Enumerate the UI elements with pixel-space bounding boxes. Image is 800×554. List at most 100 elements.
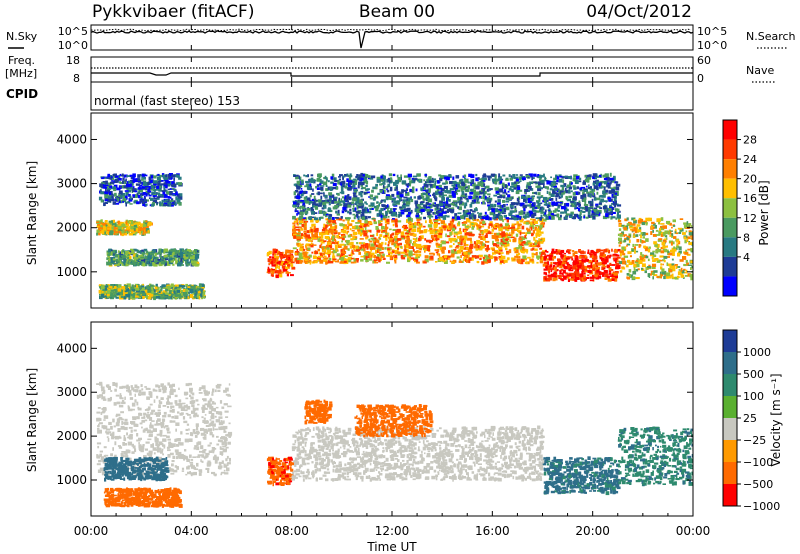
heatmap-cell bbox=[555, 176, 560, 180]
heatmap-cell bbox=[373, 219, 376, 224]
heatmap-cell bbox=[436, 210, 440, 214]
heatmap-cell bbox=[393, 243, 396, 247]
heatmap-cell bbox=[393, 254, 398, 258]
heatmap-cell bbox=[432, 212, 436, 215]
heatmap-cell bbox=[364, 219, 368, 224]
heatmap-cell bbox=[426, 189, 428, 194]
heatmap-cell bbox=[460, 241, 463, 246]
heatmap-cell bbox=[126, 283, 131, 287]
heatmap-cell bbox=[138, 296, 141, 299]
heatmap-cell bbox=[424, 181, 428, 184]
heatmap-cell bbox=[536, 186, 539, 188]
heatmap-cell bbox=[360, 228, 365, 231]
heatmap-cell bbox=[497, 223, 503, 227]
heatmap-cell bbox=[537, 219, 542, 221]
heatmap-cell bbox=[514, 249, 519, 254]
heatmap-cell bbox=[296, 195, 301, 200]
heatmap-cell bbox=[119, 258, 122, 263]
heatmap-cell bbox=[133, 257, 136, 262]
heatmap-cell bbox=[482, 236, 486, 241]
heatmap-cell bbox=[320, 216, 324, 219]
heatmap-cell bbox=[162, 257, 165, 259]
heatmap-cell bbox=[373, 237, 377, 240]
heatmap-cell bbox=[139, 194, 144, 196]
heatmap-cell bbox=[135, 295, 139, 298]
heatmap-cell bbox=[499, 180, 503, 184]
heatmap-cell bbox=[146, 296, 148, 300]
heatmap-cell bbox=[350, 241, 354, 246]
heatmap-cell bbox=[399, 242, 402, 246]
heatmap-cell bbox=[284, 251, 288, 256]
heatmap-cell bbox=[545, 216, 550, 220]
heatmap-cell bbox=[310, 180, 315, 184]
heatmap-cell bbox=[194, 289, 198, 294]
heatmap-cell bbox=[506, 206, 509, 210]
heatmap-cell bbox=[279, 262, 284, 266]
heatmap-cell bbox=[141, 287, 145, 290]
heatmap-cell bbox=[141, 231, 145, 235]
heatmap-cell bbox=[287, 260, 290, 262]
heatmap-cell bbox=[136, 289, 140, 293]
heatmap-cell bbox=[433, 253, 435, 256]
heatmap-cell bbox=[476, 201, 480, 204]
heatmap-cell bbox=[360, 255, 364, 258]
heatmap-cell bbox=[322, 256, 325, 259]
heatmap-cell bbox=[509, 204, 512, 208]
heatmap-cell bbox=[108, 187, 112, 190]
heatmap-cell bbox=[382, 258, 385, 260]
heatmap-cell bbox=[446, 200, 448, 205]
heatmap-cell bbox=[155, 197, 160, 200]
heatmap-cell bbox=[350, 261, 355, 264]
heatmap-cell bbox=[387, 251, 393, 254]
heatmap-cell bbox=[140, 256, 145, 259]
heatmap-cell bbox=[485, 240, 490, 243]
heatmap-cell bbox=[140, 189, 144, 193]
heatmap-cell bbox=[157, 251, 162, 255]
heatmap-cell bbox=[197, 288, 201, 291]
heatmap-cell bbox=[608, 190, 612, 194]
heatmap-cell bbox=[358, 211, 364, 214]
heatmap-cell bbox=[483, 258, 487, 262]
heatmap-cell bbox=[383, 199, 386, 203]
heatmap-cell bbox=[522, 177, 526, 181]
heatmap-cell bbox=[425, 203, 428, 206]
heatmap-cell bbox=[591, 212, 595, 215]
heatmap-cell bbox=[400, 251, 406, 254]
heatmap-cell bbox=[320, 186, 324, 191]
heatmap-cell bbox=[100, 199, 104, 203]
heatmap-cell bbox=[114, 192, 117, 197]
heatmap-cell bbox=[467, 181, 470, 184]
heatmap-cell bbox=[345, 183, 350, 186]
heatmap-cell bbox=[305, 234, 310, 238]
heatmap-cell bbox=[456, 236, 461, 239]
heatmap-cell bbox=[585, 185, 588, 188]
heatmap-cell bbox=[449, 231, 452, 236]
heatmap-cell bbox=[296, 217, 299, 221]
heatmap-cell bbox=[376, 232, 379, 237]
heatmap-cell bbox=[456, 256, 460, 259]
heatmap-cell bbox=[353, 197, 358, 202]
heatmap-cell bbox=[563, 183, 567, 187]
heatmap-cell bbox=[148, 221, 151, 224]
heatmap-cell bbox=[103, 287, 108, 291]
heatmap-cell bbox=[328, 245, 332, 247]
heatmap-cell bbox=[465, 189, 468, 192]
heatmap-cell bbox=[471, 223, 474, 225]
heatmap-cell bbox=[325, 231, 328, 235]
heatmap-cell bbox=[184, 297, 188, 300]
heatmap-cell bbox=[453, 243, 455, 245]
heatmap-cell bbox=[337, 241, 340, 245]
heatmap-cell bbox=[307, 238, 312, 242]
heatmap-cell bbox=[334, 201, 338, 204]
heatmap-cell bbox=[425, 220, 427, 224]
heatmap-cell bbox=[168, 291, 172, 295]
heatmap-cell bbox=[270, 273, 274, 277]
heatmap-cell bbox=[535, 210, 540, 213]
heatmap-cell bbox=[517, 227, 521, 230]
heatmap-cell bbox=[378, 223, 383, 226]
heatmap-cell bbox=[311, 231, 314, 235]
heatmap-cell bbox=[113, 219, 115, 224]
heatmap-cell bbox=[117, 220, 120, 225]
heatmap-cell bbox=[564, 177, 569, 179]
heatmap-cell bbox=[482, 243, 485, 247]
